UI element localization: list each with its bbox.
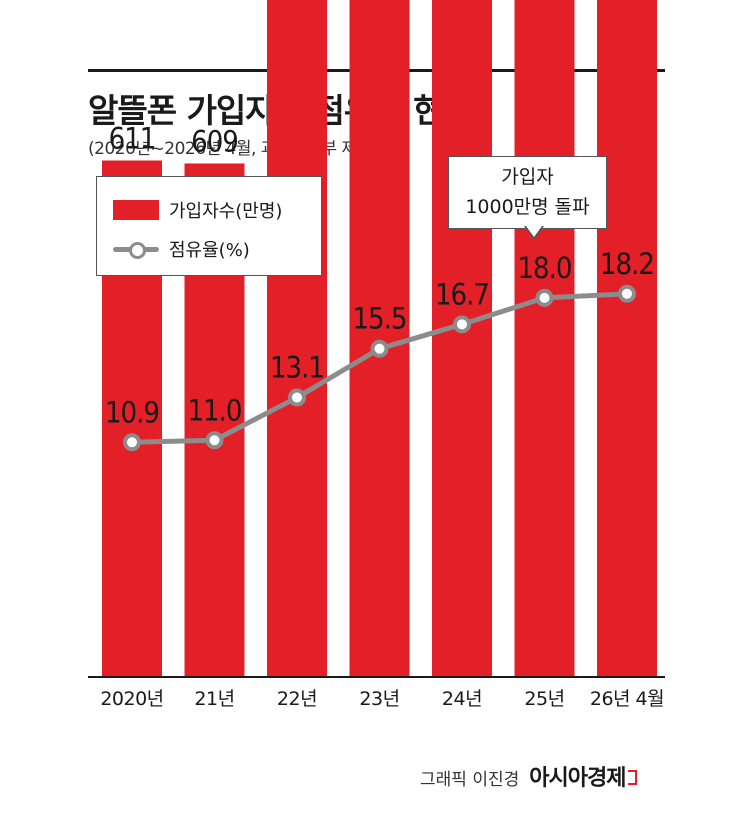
- brand-logo: 아시아경제: [529, 766, 626, 791]
- share-value-label-4: 16.7: [435, 277, 489, 311]
- callout-tail-inner: [526, 226, 542, 237]
- x-tick-label-0: 2020년: [100, 688, 163, 710]
- share-value-label-1: 11.0: [187, 393, 241, 427]
- bar-6: [597, 0, 657, 677]
- share-point-2: [288, 388, 306, 407]
- legend-line-label: 점유율(%): [169, 240, 250, 261]
- legend-line-swatch: [113, 239, 159, 259]
- callout-box: 가입자 1000만명 돌파: [448, 156, 607, 229]
- graphic-credit: 그래픽 이진경: [420, 770, 520, 790]
- legend-bar-swatch: [113, 200, 159, 220]
- share-point-3: [370, 339, 389, 358]
- x-tick-label-3: 23년: [359, 688, 399, 710]
- x-tick-label-1: 21년: [194, 688, 234, 710]
- footer: 그래픽 이진경 아시아경제: [420, 760, 638, 792]
- share-point-0: [123, 433, 141, 452]
- share-point-1: [205, 431, 224, 450]
- share-value-label-0: 10.9: [105, 395, 159, 429]
- x-tick-label-5: 25년: [524, 688, 564, 710]
- x-tick-label-2: 22년: [277, 688, 317, 710]
- x-tick-label-4: 24년: [442, 688, 482, 710]
- bar-value-label-1: 609: [191, 124, 238, 158]
- share-value-label-3: 15.5: [352, 302, 406, 336]
- legend-item-bar: 가입자수(만명): [113, 197, 282, 223]
- callout-line2: 1000만명 돌파: [465, 196, 590, 218]
- share-value-label-5: 18.0: [517, 251, 571, 285]
- bar-4: [432, 0, 492, 677]
- brand-mark-icon: [628, 770, 638, 785]
- bar-5: [514, 0, 575, 677]
- share-point-4: [453, 315, 471, 334]
- share-value-label-6: 18.2: [600, 247, 654, 281]
- legend-bar-label: 가입자수(만명): [169, 201, 283, 222]
- share-value-label-2: 13.1: [270, 351, 324, 385]
- bar-2: [267, 0, 327, 678]
- share-point-5: [535, 288, 554, 307]
- share-point-6: [618, 284, 636, 303]
- legend: 가입자수(만명) 점유율(%): [96, 176, 322, 276]
- callout-line1: 가입자: [501, 166, 554, 188]
- bar-3: [349, 0, 410, 678]
- bar-value-label-0: 611: [109, 121, 156, 155]
- x-tick-label-6: 26년 4월: [590, 688, 664, 710]
- legend-item-line: 점유율(%): [113, 236, 250, 262]
